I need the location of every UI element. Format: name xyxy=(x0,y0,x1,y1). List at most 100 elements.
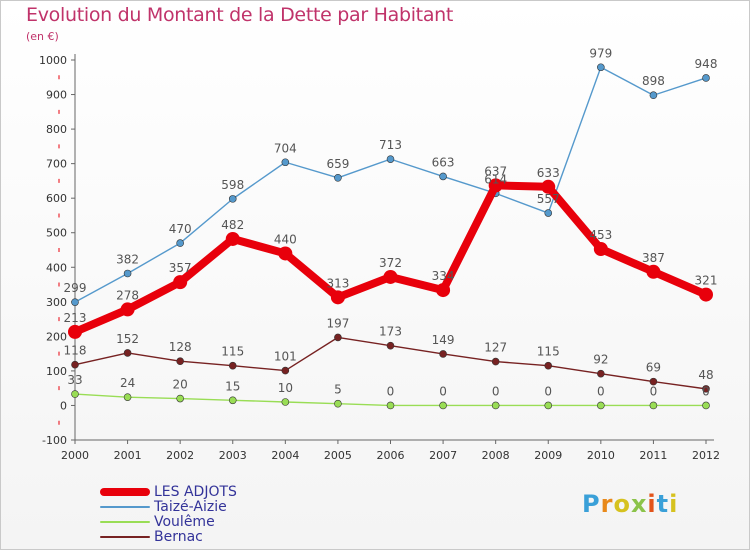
data-label: 173 xyxy=(379,325,402,339)
data-point xyxy=(702,385,710,393)
x-tick-label: 2010 xyxy=(587,449,615,462)
data-point xyxy=(646,264,661,279)
y-tick-label: 1000 xyxy=(39,54,67,67)
data-point xyxy=(699,287,713,302)
data-point xyxy=(173,275,188,290)
data-label: 713 xyxy=(379,138,402,152)
legend-item-les-adjots: LES ADJOTS xyxy=(100,484,237,499)
legend-swatch xyxy=(100,487,150,496)
y-tick-label: 600 xyxy=(46,192,67,205)
data-label: 321 xyxy=(695,274,718,288)
y-tick-label: 800 xyxy=(46,123,67,136)
legend-swatch xyxy=(100,535,150,538)
x-tick-label: 2000 xyxy=(61,449,89,462)
x-tick-label: 2001 xyxy=(114,449,142,462)
data-label: 24 xyxy=(120,376,135,390)
data-point xyxy=(228,396,237,405)
logo-letter: t xyxy=(656,490,670,518)
data-label: 127 xyxy=(484,341,507,355)
data-point xyxy=(123,349,132,357)
x-tick-label: 2004 xyxy=(271,449,299,462)
data-point xyxy=(541,179,556,194)
data-label: 69 xyxy=(646,361,661,375)
data-point xyxy=(488,178,503,193)
data-point xyxy=(544,401,553,410)
data-point xyxy=(439,350,447,358)
data-point xyxy=(649,91,658,100)
data-point xyxy=(597,369,605,378)
data-label: 659 xyxy=(326,157,349,171)
data-label: 482 xyxy=(221,218,244,232)
data-point xyxy=(281,398,290,406)
data-point xyxy=(544,361,553,370)
logo-letter: i xyxy=(647,490,657,518)
legend: LES ADJOTS Taizé-Aizie Voulême Bernac xyxy=(100,484,237,544)
data-point xyxy=(334,333,342,342)
legend-label: LES ADJOTS xyxy=(154,483,237,500)
data-point xyxy=(439,401,447,410)
y-tick-label: 300 xyxy=(46,296,67,309)
data-point xyxy=(597,401,605,410)
data-point xyxy=(71,360,79,369)
chart-subtitle: (en €) xyxy=(26,30,59,43)
data-label: 704 xyxy=(274,141,297,155)
data-label: 0 xyxy=(597,384,605,398)
x-tick-label: 2012 xyxy=(692,449,720,462)
data-label: 948 xyxy=(695,57,718,71)
y-tick-label: 400 xyxy=(46,261,67,274)
data-point xyxy=(649,401,658,410)
x-tick-label: 2011 xyxy=(639,449,667,462)
data-point xyxy=(278,246,293,261)
data-point xyxy=(649,377,658,386)
data-label: 10 xyxy=(278,381,293,395)
data-label: 898 xyxy=(642,74,665,88)
data-label: 0 xyxy=(492,384,500,398)
data-point xyxy=(439,172,447,181)
y-tick-label: 200 xyxy=(46,330,67,343)
logo-letter: r xyxy=(600,490,614,518)
data-point xyxy=(383,269,398,284)
data-label: 48 xyxy=(698,368,713,382)
data-point xyxy=(597,63,605,72)
data-point xyxy=(436,283,451,298)
x-tick-label: 2009 xyxy=(534,449,562,462)
data-label: 0 xyxy=(387,384,395,398)
data-point xyxy=(334,399,342,408)
data-label: 118 xyxy=(64,344,87,358)
legend-item-taize-aizie: Taizé-Aizie xyxy=(100,499,237,514)
data-point xyxy=(228,361,237,370)
data-label: 614 xyxy=(484,172,507,186)
data-label: 128 xyxy=(169,340,192,354)
data-point xyxy=(544,209,553,217)
data-label: 5 xyxy=(334,383,342,397)
data-label: 633 xyxy=(537,166,560,180)
data-label: 557 xyxy=(537,192,560,206)
data-point xyxy=(176,357,184,366)
data-label: 299 xyxy=(64,281,87,295)
legend-label: Taizé-Aizie xyxy=(154,498,227,515)
data-label: 115 xyxy=(221,345,244,359)
data-label: 0 xyxy=(650,384,658,398)
data-label: 0 xyxy=(439,384,447,398)
legend-item-bernac: Bernac xyxy=(100,529,237,544)
x-tick-label: 2006 xyxy=(377,449,405,462)
data-label: 637 xyxy=(484,164,507,178)
data-point xyxy=(702,74,710,82)
chart-title: Evolution du Montant de la Dette par Hab… xyxy=(26,4,454,26)
proxiti-logo: Proxiti xyxy=(582,490,678,518)
data-point xyxy=(281,158,290,167)
data-label: 0 xyxy=(702,384,710,398)
data-point xyxy=(386,401,395,410)
data-point xyxy=(71,390,79,398)
data-label: 33 xyxy=(67,373,82,387)
data-label: 149 xyxy=(432,333,455,347)
data-point xyxy=(386,155,395,163)
y-tick-label: 0 xyxy=(60,399,67,412)
data-label: 115 xyxy=(537,345,560,359)
legend-label: Bernac xyxy=(154,528,203,545)
legend-item-vouleme: Voulême xyxy=(100,514,237,529)
data-label: 0 xyxy=(544,384,552,398)
data-point xyxy=(281,366,290,375)
data-label: 372 xyxy=(379,256,402,270)
